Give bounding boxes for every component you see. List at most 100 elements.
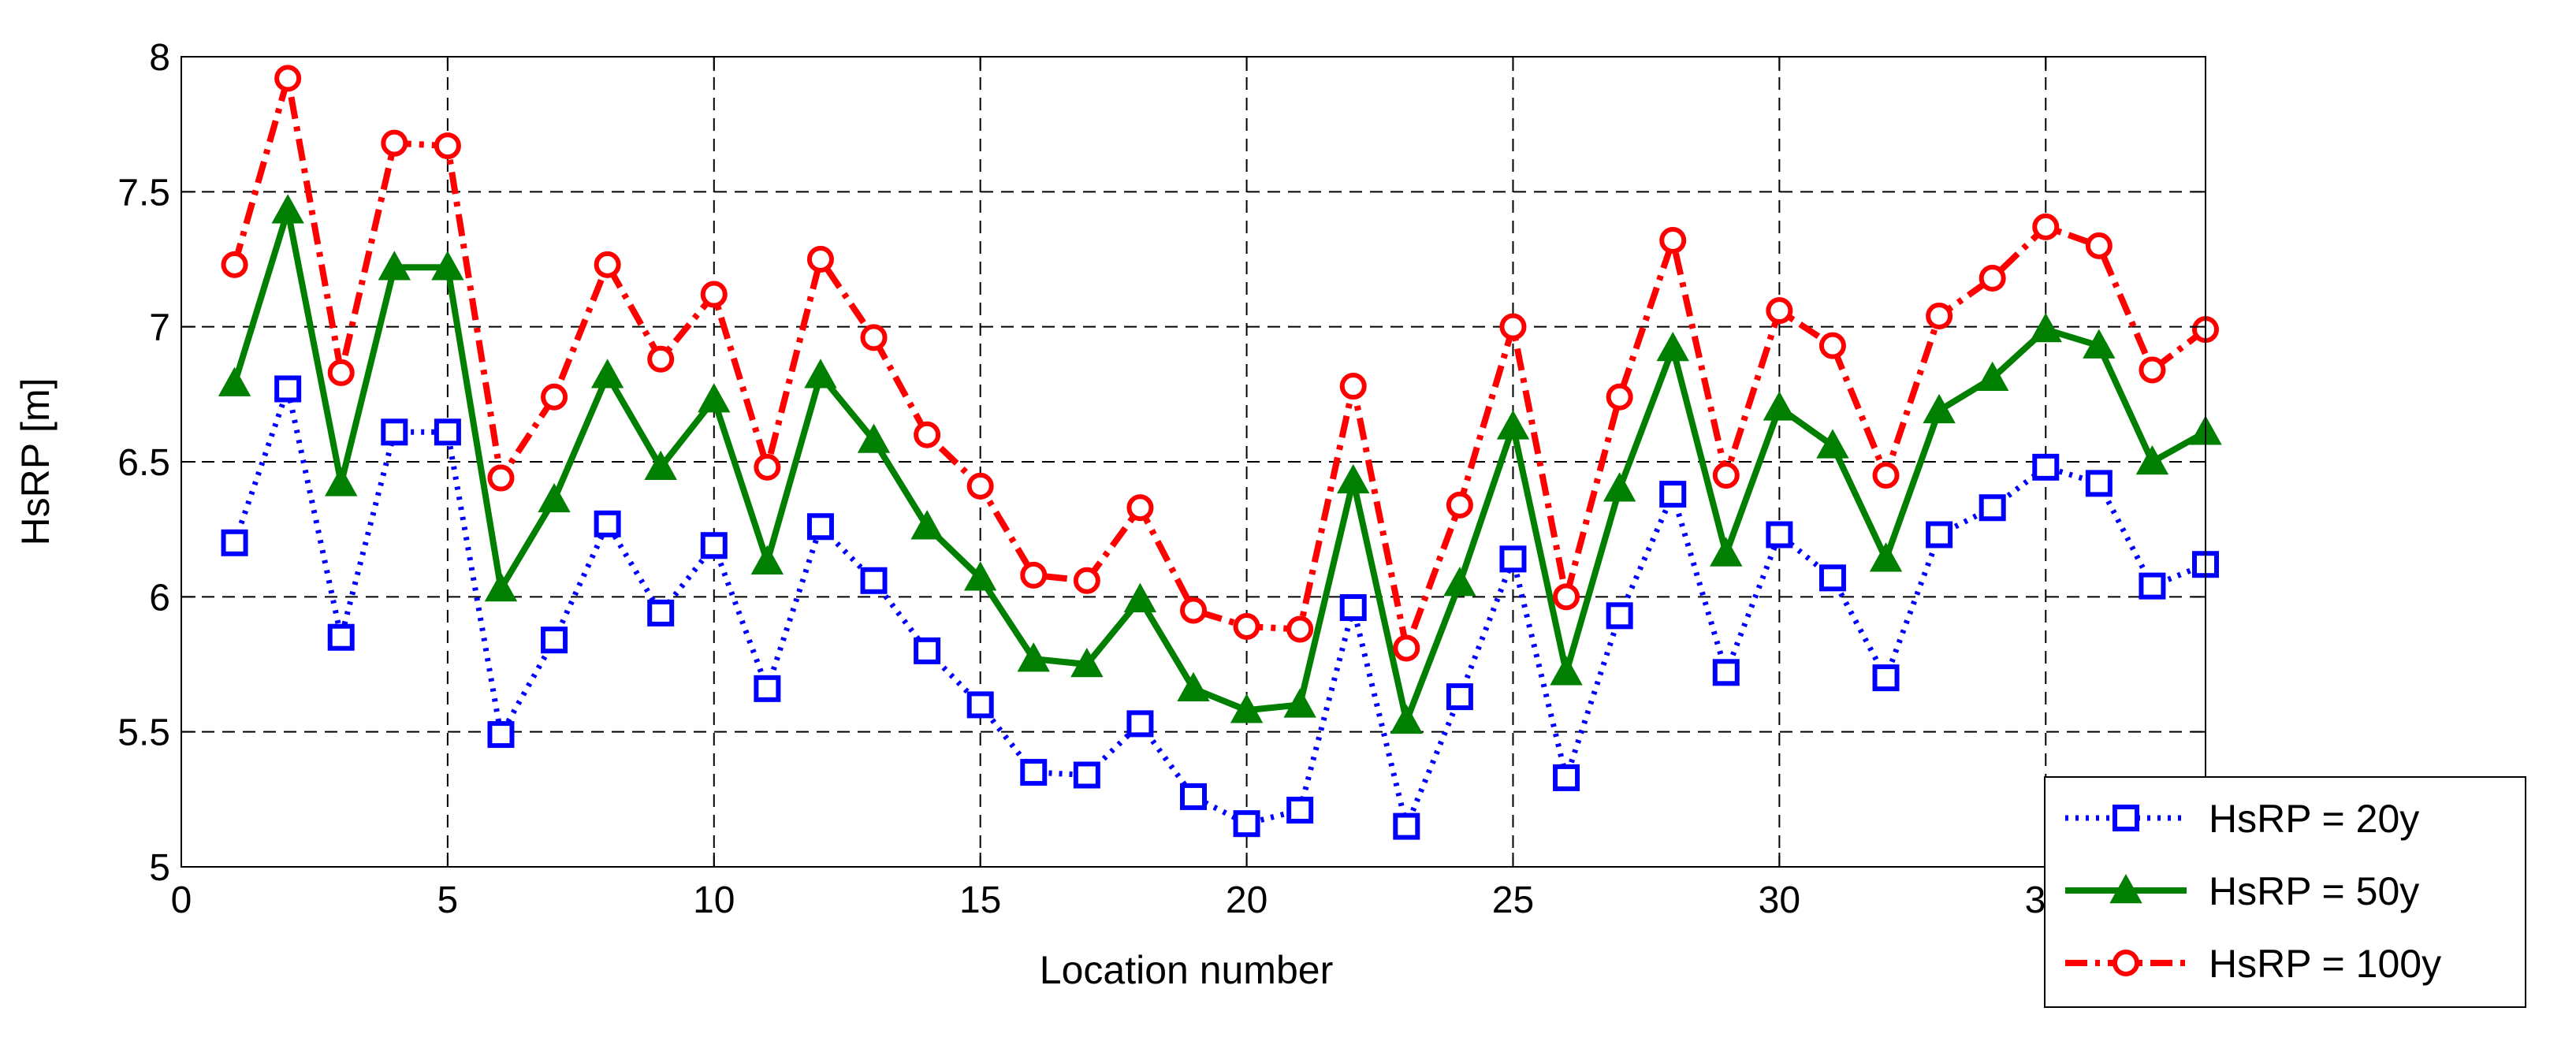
data-point xyxy=(2139,572,2166,600)
legend-entry: HsRP = 50y xyxy=(2065,869,2419,913)
data-point xyxy=(1872,462,1900,489)
x-axis-label: Location number xyxy=(1040,948,1333,992)
data-point xyxy=(327,623,355,651)
legend-label: HsRP = 100y xyxy=(2209,942,2441,986)
data-point xyxy=(487,721,515,749)
data-point xyxy=(1020,759,1048,786)
data-point xyxy=(1816,429,1849,459)
data-point xyxy=(1979,494,2006,522)
y-axis-label: HsRP [m] xyxy=(13,378,58,546)
data-point xyxy=(1499,545,1527,573)
data-point xyxy=(1712,462,1740,489)
data-point xyxy=(1286,797,1314,824)
y-tick-label: 5.5 xyxy=(117,712,170,754)
data-point xyxy=(963,561,997,591)
legend-label: HsRP = 20y xyxy=(2209,797,2419,841)
legend-marker xyxy=(2113,950,2139,976)
legend-entry: HsRP = 20y xyxy=(2065,797,2419,841)
data-point xyxy=(1553,764,1580,791)
data-point xyxy=(434,132,461,160)
data-point xyxy=(221,529,248,556)
data-point xyxy=(1286,615,1314,643)
data-point xyxy=(1126,494,1154,522)
data-point xyxy=(647,345,675,373)
data-point xyxy=(274,65,302,92)
x-tick-label: 20 xyxy=(1226,879,1268,921)
legend-marker xyxy=(2109,873,2142,904)
data-point xyxy=(1766,297,1793,325)
data-point xyxy=(914,637,941,664)
data-point xyxy=(1233,613,1260,641)
data-point xyxy=(1390,704,1424,734)
data-point xyxy=(1869,542,1903,572)
data-point xyxy=(1872,664,1900,692)
data-point xyxy=(1339,594,1367,622)
data-point xyxy=(860,324,888,351)
data-point xyxy=(381,129,408,157)
legend-label: HsRP = 50y xyxy=(2209,869,2419,913)
data-point xyxy=(327,359,355,386)
data-point xyxy=(1606,602,1633,630)
data-point xyxy=(1659,227,1687,255)
data-point xyxy=(590,359,624,389)
series-layer xyxy=(218,65,2222,840)
data-point xyxy=(1339,373,1367,400)
data-point xyxy=(1553,583,1580,611)
data-point xyxy=(1230,693,1264,723)
data-point xyxy=(431,251,464,281)
data-point xyxy=(914,421,941,448)
data-point xyxy=(1073,761,1100,789)
x-tick-label: 25 xyxy=(1492,879,1534,921)
grid xyxy=(181,57,2206,867)
data-point xyxy=(1763,391,1796,421)
data-point xyxy=(1659,481,1687,508)
data-point xyxy=(806,513,834,541)
data-point xyxy=(2032,213,2060,240)
data-point xyxy=(1926,521,1953,548)
data-point xyxy=(2135,444,2169,475)
y-tick-label: 7 xyxy=(149,307,170,349)
data-point xyxy=(966,472,994,500)
data-point xyxy=(1975,361,2009,391)
data-point xyxy=(2085,470,2113,497)
y-tick-label: 8 xyxy=(149,37,170,79)
data-point xyxy=(1606,383,1633,411)
data-point xyxy=(1550,656,1583,686)
data-point xyxy=(1126,710,1154,738)
data-point xyxy=(1710,537,1743,567)
data-point xyxy=(381,418,408,446)
series-2 xyxy=(218,194,2222,734)
data-point xyxy=(1020,561,1048,589)
data-point xyxy=(274,375,302,403)
series-line xyxy=(232,378,2207,835)
data-point xyxy=(644,450,677,481)
data-point xyxy=(2083,329,2116,359)
data-point xyxy=(2032,453,2060,481)
data-point xyxy=(647,599,675,626)
data-point xyxy=(698,383,731,413)
data-point xyxy=(700,532,728,560)
data-point xyxy=(1393,634,1420,662)
data-point xyxy=(484,571,518,602)
data-point xyxy=(1656,332,1689,362)
legend-marker xyxy=(2113,805,2139,831)
y-tick-label: 5 xyxy=(149,847,170,889)
data-point xyxy=(1926,302,1953,329)
data-point xyxy=(1818,564,1846,592)
data-point xyxy=(857,423,891,453)
data-point xyxy=(750,545,784,574)
data-point xyxy=(1766,521,1793,548)
x-tick-label: 15 xyxy=(959,879,1001,921)
data-point xyxy=(487,464,515,492)
data-point xyxy=(966,691,994,719)
data-point xyxy=(1233,810,1260,838)
data-point xyxy=(910,510,944,540)
data-point xyxy=(1070,647,1104,678)
data-point xyxy=(541,383,568,411)
data-point xyxy=(1712,659,1740,686)
data-point xyxy=(1180,783,1207,810)
legend: HsRP = 20y HsRP = 50y HsRP = 100y xyxy=(2044,776,2526,1008)
data-point xyxy=(2085,232,2113,259)
data-point xyxy=(434,418,461,446)
